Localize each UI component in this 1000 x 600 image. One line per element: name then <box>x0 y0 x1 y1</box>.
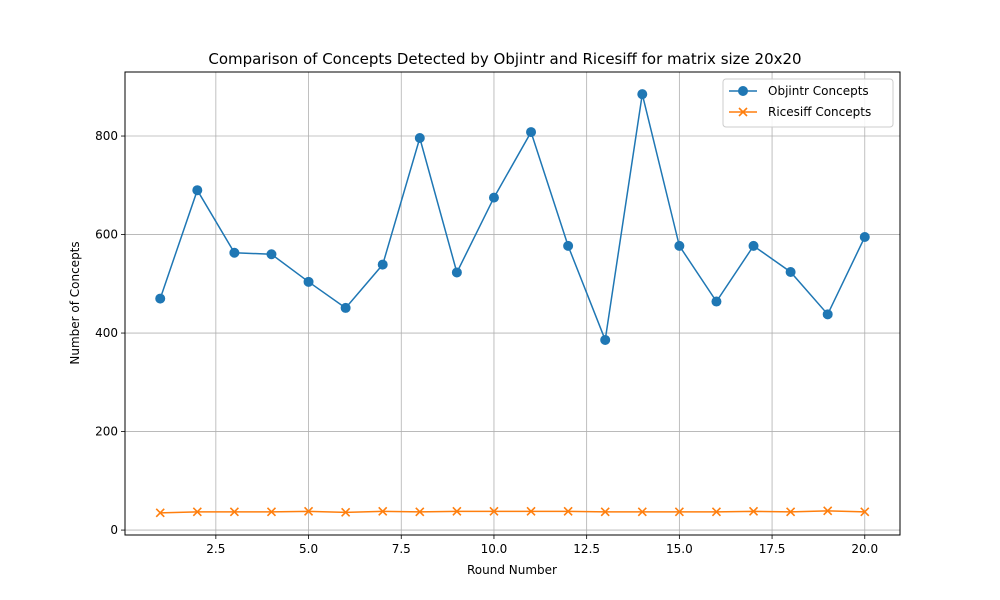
y-axis-label: Number of Concepts <box>68 241 82 364</box>
x-tick-label: 10.0 <box>481 542 508 556</box>
legend-box <box>722 78 894 128</box>
data-point <box>859 232 870 243</box>
y-tick-label: 400 <box>95 326 118 340</box>
data-point <box>452 506 462 516</box>
data-point <box>303 276 314 287</box>
x-axis: 2.5 5.0 7.5 10.0 12.5 15.0 17.5 20.0 <box>206 535 878 556</box>
data-point <box>822 309 833 320</box>
data-point <box>526 127 537 138</box>
series-line <box>160 510 865 514</box>
data-point <box>488 192 499 203</box>
series-line <box>159 93 866 343</box>
data-point <box>748 240 759 251</box>
data-point <box>563 506 573 516</box>
y-tick-label: 0 <box>110 523 118 537</box>
data-point <box>860 507 870 517</box>
data-point <box>600 507 610 517</box>
x-tick-label: 17.5 <box>759 542 786 556</box>
y-tick-label: 200 <box>95 425 118 439</box>
x-tick-label: 7.5 <box>392 542 411 556</box>
data-point <box>377 259 388 270</box>
series-1 <box>155 89 870 345</box>
data-point <box>637 507 647 517</box>
y-tick-label: 800 <box>95 129 118 143</box>
chart-title: Comparison of Concepts Detected by Objin… <box>208 50 801 68</box>
data-point <box>637 89 648 100</box>
data-point <box>823 506 833 516</box>
x-tick-label: 20.0 <box>851 542 878 556</box>
series-layer <box>155 89 870 518</box>
data-point <box>266 249 277 260</box>
plot-frame <box>124 71 901 536</box>
x-tick-label: 5.0 <box>299 542 318 556</box>
data-point <box>674 240 685 251</box>
data-point <box>786 507 796 517</box>
y-tick-label: 600 <box>95 228 118 242</box>
legend-marker <box>738 107 748 117</box>
data-point <box>748 506 759 516</box>
series-2 <box>155 506 870 518</box>
legend-label: Objintr Concepts <box>768 84 869 98</box>
data-point <box>155 508 165 518</box>
x-tick-label: 15.0 <box>666 542 693 556</box>
data-point <box>785 266 796 277</box>
data-point <box>451 267 462 278</box>
data-point <box>341 507 351 517</box>
data-point <box>563 240 574 251</box>
x-tick-label: 12.5 <box>573 542 600 556</box>
data-point <box>526 506 536 516</box>
data-point <box>229 247 240 258</box>
x-axis-label: Round Number <box>467 563 557 577</box>
data-point <box>340 302 351 313</box>
data-point <box>600 334 611 345</box>
grid <box>125 72 900 535</box>
data-point <box>414 133 425 144</box>
data-point <box>489 506 499 516</box>
legend: Objintr Concepts Ricesiff Concepts <box>722 78 894 128</box>
x-tick-label: 2.5 <box>206 542 225 556</box>
data-point <box>378 506 388 516</box>
legend-marker <box>738 86 748 96</box>
legend-label: Ricesiff Concepts <box>768 105 871 119</box>
data-point <box>192 507 202 517</box>
data-point <box>711 296 722 307</box>
y-axis: 0 200 400 600 800 <box>95 129 125 537</box>
data-point <box>674 507 684 517</box>
data-point <box>303 506 314 516</box>
legend-entry: Ricesiff Concepts <box>729 105 871 119</box>
data-point <box>266 507 277 517</box>
legend-entry: Objintr Concepts <box>729 84 869 98</box>
data-point <box>229 507 239 517</box>
data-point <box>711 507 722 517</box>
data-point <box>155 293 166 304</box>
data-point <box>415 507 425 517</box>
data-point <box>192 185 203 196</box>
